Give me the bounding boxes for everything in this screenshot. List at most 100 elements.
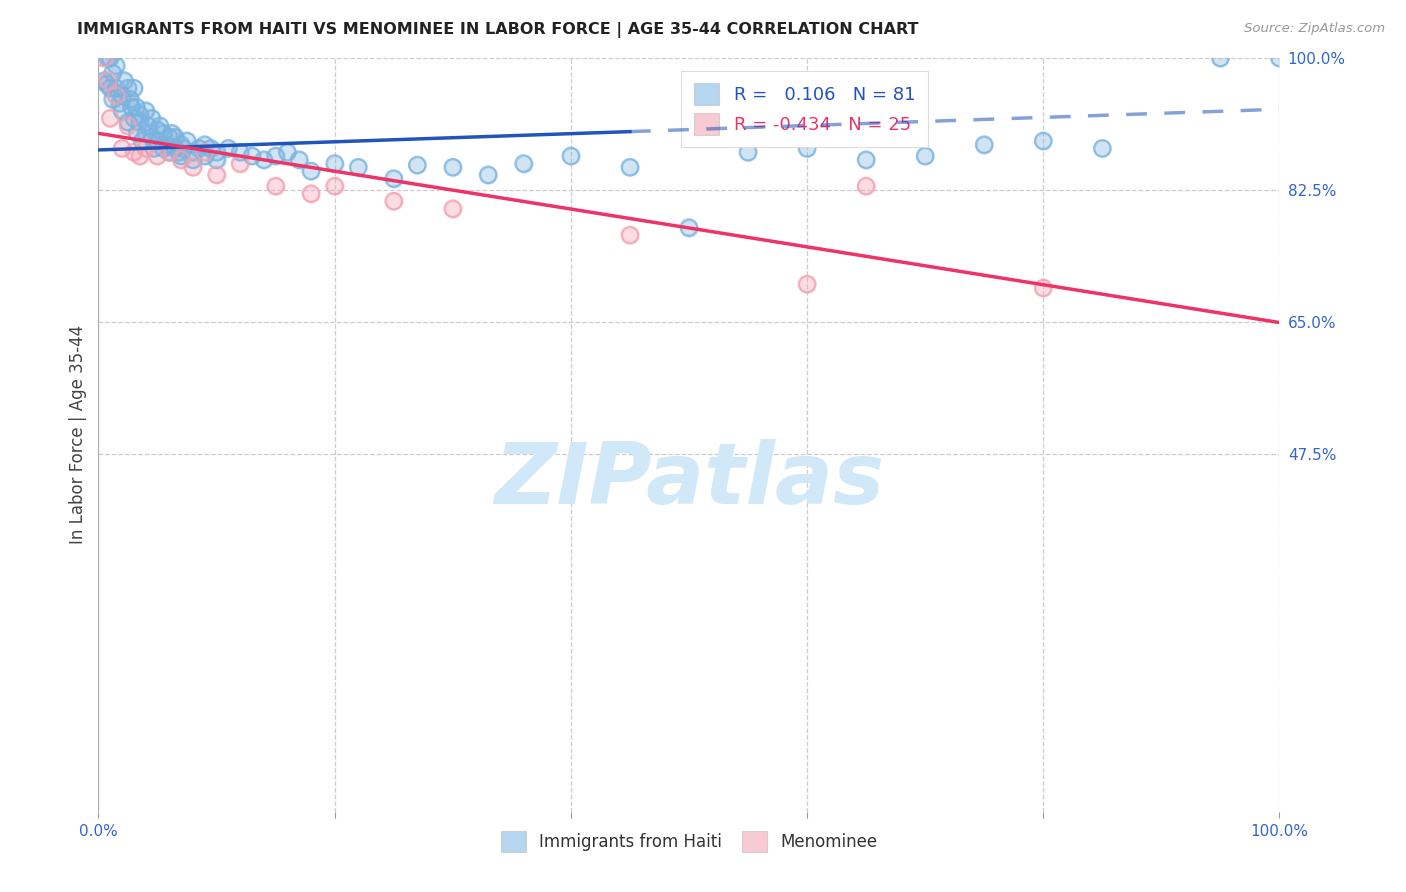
Point [136, 119, 159, 133]
Point [170, 137, 193, 152]
Point [156, 137, 179, 152]
Point [181, 153, 204, 167]
Point [117, 115, 139, 129]
Point [101, 66, 124, 80]
Point [217, 141, 239, 155]
Point [1268, 51, 1291, 65]
Point [406, 158, 429, 172]
Point [93, 51, 115, 65]
Point [240, 149, 263, 163]
Point [136, 119, 159, 133]
Point [512, 156, 534, 170]
Point [253, 153, 276, 167]
Point [152, 126, 174, 140]
Point [477, 168, 499, 182]
Point [152, 141, 174, 155]
Point [229, 145, 252, 160]
Point [98, 112, 121, 126]
Point [157, 145, 180, 160]
Point [205, 168, 228, 182]
Point [105, 58, 128, 72]
Point [122, 145, 145, 160]
Point [1032, 281, 1054, 295]
Point [560, 149, 582, 163]
Point [157, 145, 180, 160]
Point [149, 119, 172, 133]
Point [105, 88, 128, 103]
Point [205, 153, 228, 167]
Point [619, 228, 641, 243]
Point [120, 92, 142, 106]
Point [117, 119, 139, 133]
Point [146, 149, 169, 163]
Point [194, 145, 217, 160]
Point [441, 161, 464, 175]
Point [157, 145, 180, 160]
Point [135, 141, 157, 155]
Point [101, 92, 124, 106]
Point [1268, 51, 1291, 65]
Point [176, 134, 198, 148]
Point [128, 115, 150, 129]
Point [1091, 141, 1114, 155]
Point [117, 81, 139, 95]
Point [737, 145, 759, 160]
Point [299, 164, 322, 178]
Point [205, 153, 228, 167]
Point [172, 141, 194, 155]
Point [323, 179, 346, 194]
Point [194, 149, 217, 163]
Point [276, 145, 298, 160]
Text: ZIPatlas: ZIPatlas [494, 439, 884, 522]
Point [128, 107, 150, 121]
Point [678, 220, 700, 235]
Point [170, 153, 193, 167]
Point [253, 153, 276, 167]
Point [121, 100, 143, 114]
Point [264, 179, 287, 194]
Point [855, 179, 877, 194]
Point [128, 149, 150, 163]
Point [97, 73, 120, 87]
Point [128, 107, 150, 121]
Point [205, 168, 228, 182]
Point [146, 149, 169, 163]
Point [264, 149, 287, 163]
Point [111, 88, 134, 103]
Point [135, 126, 157, 140]
Point [141, 130, 163, 145]
Point [105, 81, 128, 95]
Point [128, 149, 150, 163]
Point [299, 186, 322, 201]
Point [146, 122, 169, 136]
Point [165, 141, 187, 155]
Point [288, 153, 311, 167]
Point [97, 51, 120, 65]
Point [96, 78, 118, 92]
Point [122, 145, 145, 160]
Point [141, 112, 163, 126]
Point [347, 161, 370, 175]
Point [181, 161, 204, 175]
Point [98, 51, 121, 65]
Point [128, 115, 150, 129]
Point [157, 130, 180, 145]
Point [105, 88, 128, 103]
Point [146, 134, 169, 148]
Point [1032, 134, 1054, 148]
Point [181, 153, 204, 167]
Point [141, 130, 163, 145]
Point [142, 141, 165, 155]
Point [323, 156, 346, 170]
Point [382, 194, 405, 209]
Point [111, 141, 134, 155]
Point [127, 126, 149, 140]
Point [152, 126, 174, 140]
Point [122, 112, 145, 126]
Point [112, 73, 135, 87]
Point [131, 134, 153, 148]
Point [382, 171, 405, 186]
Point [152, 141, 174, 155]
Point [194, 145, 217, 160]
Point [299, 186, 322, 201]
